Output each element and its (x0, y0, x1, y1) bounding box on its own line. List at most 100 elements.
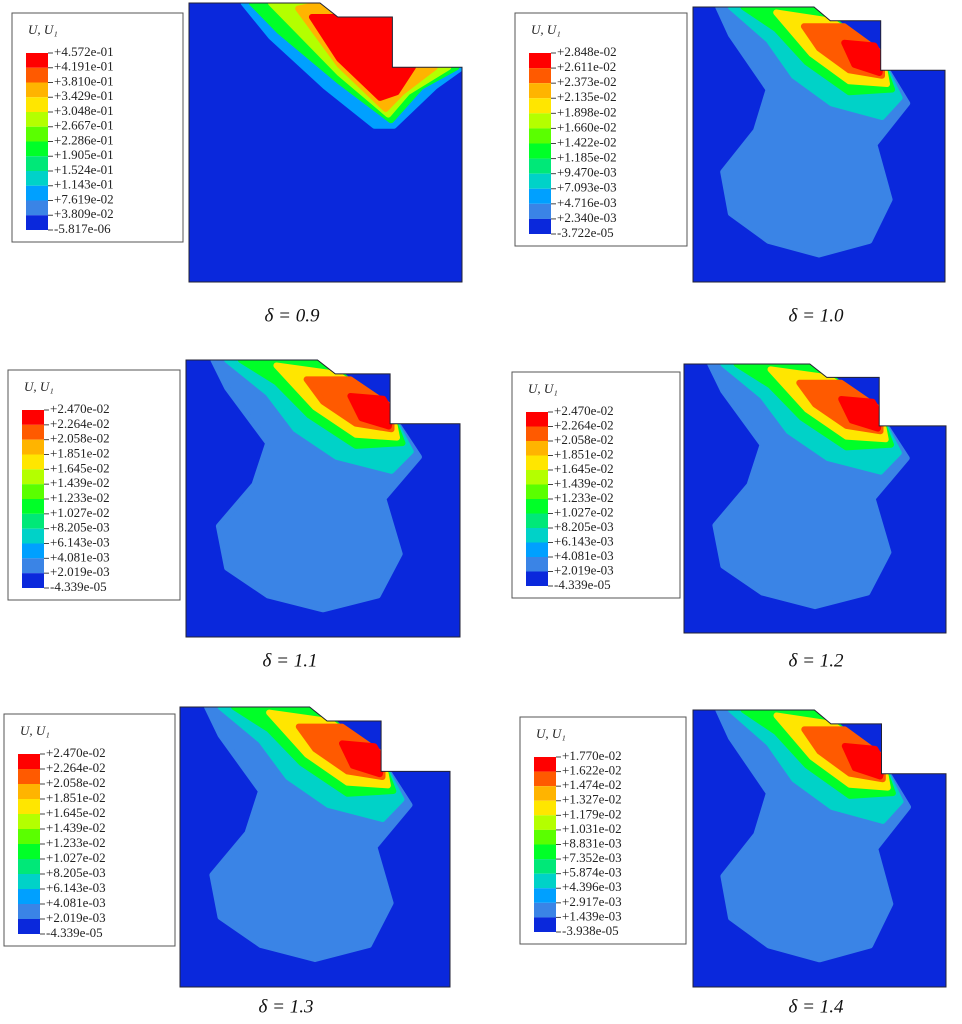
legend-swatch (18, 814, 40, 829)
legend-label: +2.264e-02 (554, 417, 614, 432)
legend-title: U, U₁ (528, 381, 558, 396)
legend-swatch (529, 173, 551, 189)
legend-swatch (22, 528, 44, 544)
legend-label: +1.233e-02 (50, 490, 110, 505)
caption: δ = 1.1 (263, 650, 318, 671)
legend-label: +2.917e-03 (562, 894, 622, 909)
legend-label: +2.667e-01 (54, 118, 114, 133)
legend-swatch (22, 469, 44, 485)
legend-label: +1.233e-02 (554, 490, 614, 505)
legend-swatch (534, 859, 556, 874)
legend-swatch (26, 185, 48, 201)
legend-label: -4.339e-05 (554, 577, 611, 592)
caption: δ = 0.9 (265, 305, 320, 326)
legend-label: +1.474e-02 (562, 777, 622, 792)
legend-title: U, U₁ (531, 22, 561, 37)
domain-outline (683, 363, 947, 634)
legend-swatch (18, 799, 40, 814)
legend-swatch (534, 917, 556, 932)
legend-swatch (534, 786, 556, 801)
legend-label: +2.019e-03 (46, 910, 106, 925)
legend-swatch (22, 454, 44, 470)
panel: U, U₁ +2.470e-02+2.264e-02+2.058e-02+1.85… (7, 359, 461, 671)
legend-swatch (526, 441, 548, 456)
legend-label: +2.373e-02 (557, 74, 617, 89)
legend-label: -5.817e-06 (54, 221, 111, 236)
legend-swatch (526, 571, 548, 586)
legend-label: +2.286e-01 (54, 132, 114, 147)
contours (204, 707, 413, 962)
legend-swatch (18, 904, 40, 919)
legend-label: +2.470e-02 (50, 401, 110, 416)
legend-label: +1.327e-02 (562, 792, 622, 807)
legend-swatch (26, 53, 48, 68)
legend-label: +4.396e-03 (562, 879, 622, 894)
legend-swatch (529, 158, 551, 174)
legend-label: +1.439e-02 (50, 475, 110, 490)
domain-outline (179, 706, 451, 988)
legend-label: +2.135e-02 (557, 89, 617, 104)
panel: U, U₁ +2.470e-02+2.264e-02+2.058e-02+1.85… (511, 363, 947, 671)
legend-label: +1.027e-02 (50, 505, 110, 520)
legend-label: +1.179e-02 (562, 806, 622, 821)
domain-outline (188, 2, 463, 283)
legend-swatch (18, 844, 40, 859)
legend-swatch (529, 203, 551, 219)
panel: U, U₁ +2.470e-02+2.264e-02+2.058e-02+1.85… (3, 706, 451, 1017)
legend-swatch (22, 513, 44, 529)
caption: δ = 1.0 (789, 305, 844, 326)
legend-label: +2.264e-02 (46, 760, 106, 775)
legend-label: +2.340e-03 (557, 210, 617, 225)
legend-swatch (534, 873, 556, 889)
legend-swatch (18, 874, 40, 889)
legend-swatch (26, 215, 48, 230)
legend-label: +2.470e-02 (554, 403, 614, 418)
legend-swatch (26, 82, 48, 98)
domain-outline (185, 359, 461, 638)
caption: δ = 1.4 (789, 996, 844, 1017)
legend-label: +1.027e-02 (554, 504, 614, 519)
legend-swatch (22, 424, 44, 440)
legend-label: +4.081e-03 (46, 895, 106, 910)
legend-swatch (529, 128, 551, 144)
legend-label: +1.645e-02 (46, 805, 106, 820)
legend-swatch (529, 53, 551, 69)
legend-swatch (18, 919, 40, 934)
legend-swatch (529, 143, 551, 159)
legend-label: +2.264e-02 (50, 416, 110, 431)
legend-swatch (526, 426, 548, 441)
legend-swatch (529, 98, 551, 114)
legend-swatch (529, 188, 551, 204)
legend-swatch (534, 800, 556, 816)
legend-label: +3.048e-01 (54, 103, 114, 118)
legend-label: +3.810e-01 (54, 73, 114, 88)
legend-label: +2.611e-02 (557, 59, 616, 74)
legend-label: +2.019e-03 (554, 562, 614, 577)
legend-swatch (22, 410, 44, 425)
legend-swatch (526, 542, 548, 557)
legend-swatch (526, 528, 548, 543)
panel: U, U₁ +1.770e-02+1.622e-02+1.474e-02+1.32… (519, 709, 947, 1017)
legend-label: +3.809e-02 (54, 206, 114, 221)
legend-swatch (22, 573, 44, 588)
legend-title: U, U₁ (536, 726, 566, 741)
legend-label: -4.339e-05 (46, 925, 103, 940)
legend-label: +6.143e-03 (554, 533, 614, 548)
legend-swatch (526, 499, 548, 514)
legend-swatch (18, 784, 40, 799)
legend-swatch (26, 97, 48, 112)
legend-label: +7.093e-03 (557, 180, 617, 195)
domain-outline (692, 709, 947, 988)
legend-title: U, U₁ (28, 22, 58, 37)
legend-label: +1.439e-02 (554, 475, 614, 490)
legend-swatch (22, 484, 44, 499)
legend-swatch (22, 543, 44, 559)
legend-swatch (534, 888, 556, 903)
legend-swatch (526, 470, 548, 485)
legend-swatch (534, 902, 556, 918)
legend-swatch (534, 815, 556, 830)
legend-label: +9.470e-03 (557, 165, 617, 180)
contours (240, 3, 462, 129)
legend-swatch (529, 83, 551, 99)
